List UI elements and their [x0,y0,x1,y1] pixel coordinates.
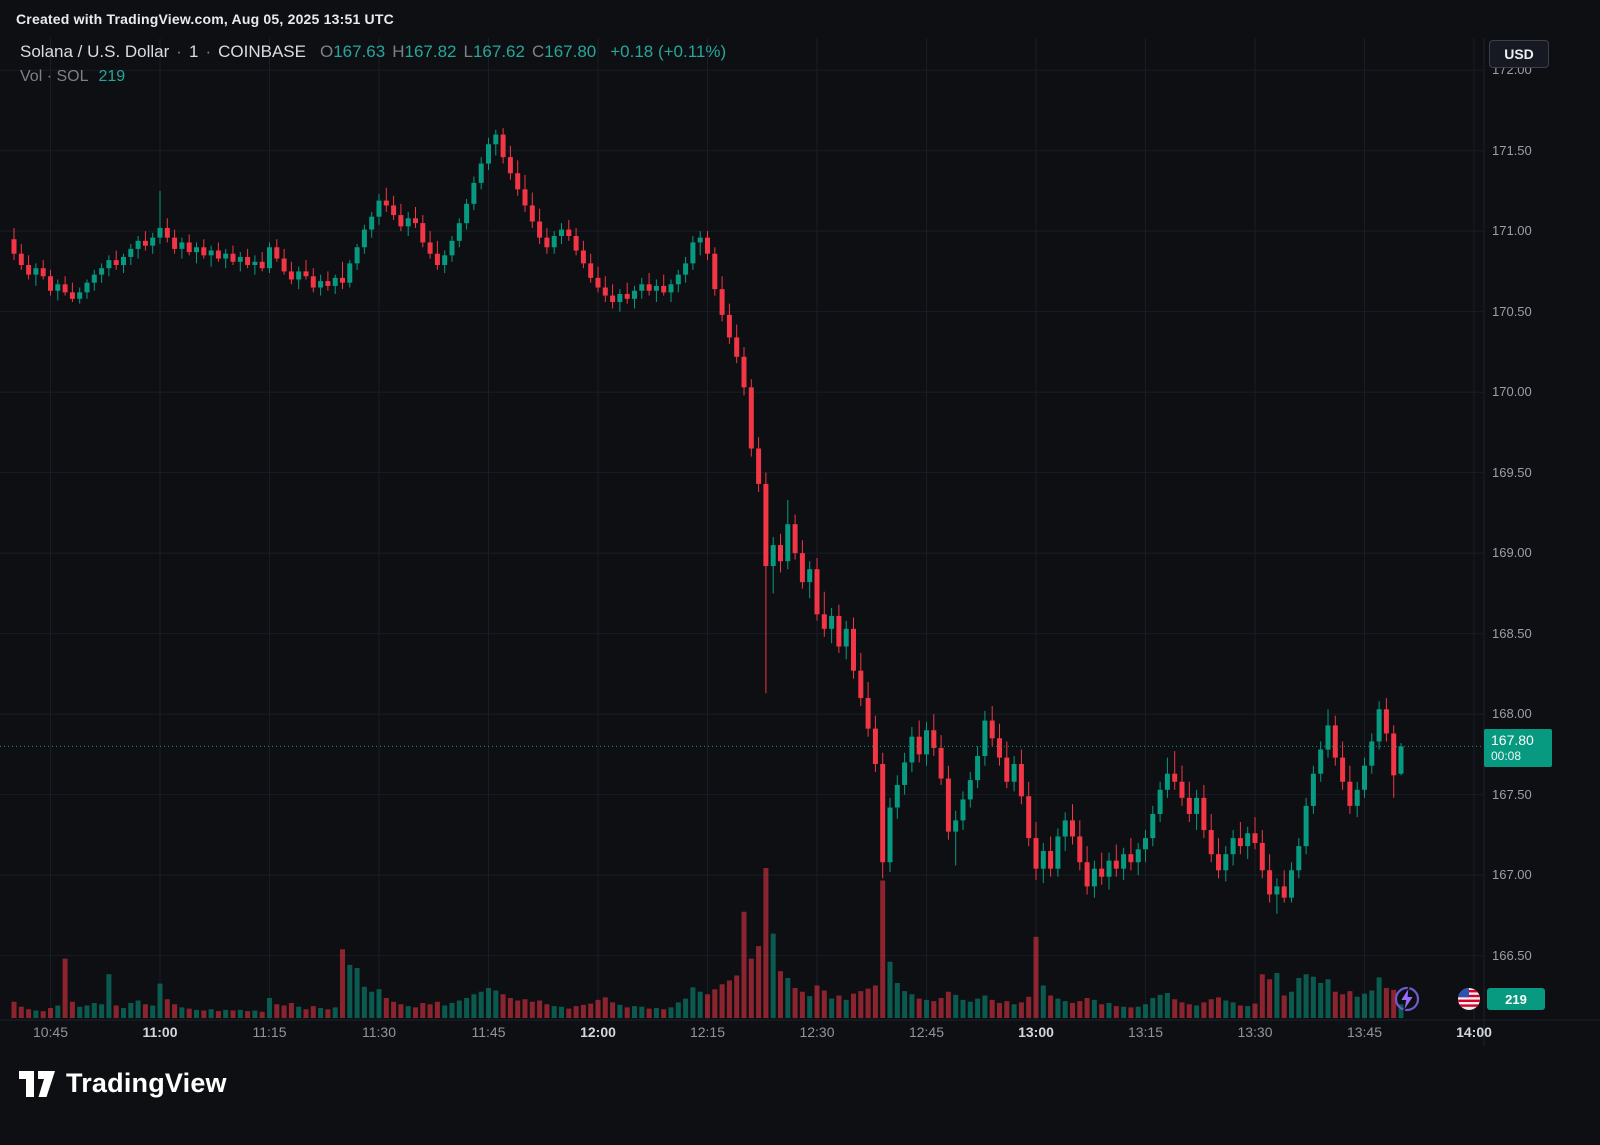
price-axis-label: 166.50 [1492,947,1532,963]
price-axis-label: 168.50 [1492,625,1532,641]
separator-dot: · [176,42,182,61]
top-bar: Created with TradingView.com, Aug 05, 20… [0,0,1600,38]
price-axis-label: 170.50 [1492,303,1532,319]
exchange-name: COINBASE [218,42,306,61]
volume-value-badge: 219 [1487,988,1545,1010]
time-axis-label: 12:00 [580,1024,616,1040]
open-label: O [319,42,334,61]
last-price-value: 167.80 [1491,732,1534,749]
volume-study-label[interactable]: Vol · SOL [20,68,89,85]
price-axis-label: 167.50 [1492,786,1532,802]
time-axis-label: 13:15 [1127,1024,1164,1040]
time-axis-label: 11:15 [252,1024,287,1040]
time-axis-label: 10:45 [32,1024,69,1040]
price-axis-label: 169.50 [1492,464,1532,480]
change-value: +0.18 (+0.11%) [610,42,727,61]
separator-dot: · [205,42,212,61]
time-axis-label: 14:00 [1456,1024,1492,1040]
low-value: 167.62 [472,42,525,61]
volume-study-value: 219 [98,68,126,85]
time-axis-label: 11:30 [362,1024,396,1040]
time-axis-label: 13:00 [1018,1024,1054,1040]
interval-value[interactable]: 1 [188,42,199,61]
time-axis-label: 13:45 [1346,1024,1383,1040]
high-label: H [392,42,405,61]
close-label: C [531,42,545,61]
currency-button[interactable]: USD [1489,40,1549,68]
price-axis-label: 169.00 [1492,545,1532,561]
snapshot-caption: Created with TradingView.com, Aug 05, 20… [16,11,394,27]
footer-bar: TradingView [0,1048,1600,1145]
tradingview-logo-mark [19,1070,55,1097]
low-label: L [463,42,473,61]
last-price-badge: 167.80 00:08 [1484,729,1552,768]
price-axis-label: 171.00 [1492,223,1532,239]
price-axis-label: 168.00 [1492,706,1532,722]
price-axis-label: 167.00 [1492,867,1532,883]
tradingview-logo-text: TradingView [66,1068,227,1098]
high-value: 167.82 [404,42,457,61]
chart-legend[interactable]: Solana / U.S. Dollar · 1 · COINBASE O 167… [20,42,726,86]
close-value: 167.80 [544,42,597,61]
price-axis[interactable]: 172.00 171.50 171.00 170.50 170.00 169.50 169.… [1484,38,1600,1045]
time-axis[interactable]: 10:45 11:00 11:15 11:30 11:45 12:00 12:15 12:30… [0,1024,1600,1046]
open-value: 167.63 [333,42,386,61]
us-flag-icon[interactable] [1458,988,1480,1015]
time-axis-label: 12:45 [908,1024,945,1040]
time-axis-label: 12:15 [689,1024,726,1040]
symbol-title[interactable]: Solana / U.S. Dollar [20,42,170,61]
price-axis-label: 171.50 [1492,142,1532,158]
boost-lightning-icon[interactable] [1392,984,1422,1019]
bar-countdown: 00:08 [1491,749,1522,764]
price-axis-label: 170.00 [1492,384,1532,400]
time-axis-label: 12:30 [799,1024,835,1040]
time-axis-label: 11:00 [142,1024,178,1040]
tradingview-logo[interactable]: TradingView [18,1068,227,1099]
time-axis-label: 13:30 [1237,1024,1273,1040]
time-axis-label: 11:45 [471,1024,506,1040]
